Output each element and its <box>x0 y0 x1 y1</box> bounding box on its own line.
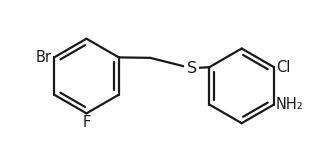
Text: S: S <box>186 61 197 76</box>
Text: NH₂: NH₂ <box>276 97 304 112</box>
Text: F: F <box>82 115 91 130</box>
Text: Cl: Cl <box>276 60 290 75</box>
Text: Br: Br <box>35 50 51 65</box>
